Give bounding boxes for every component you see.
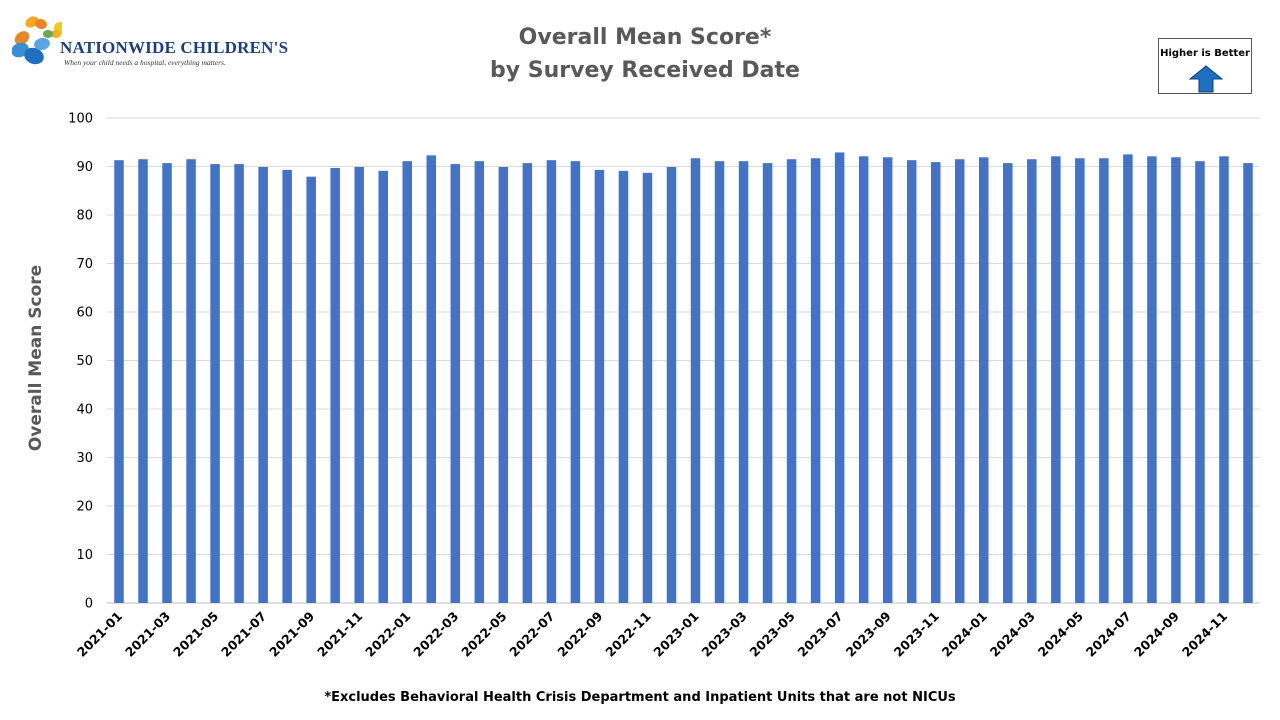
- x-tick-label: 2022-03: [410, 609, 461, 660]
- y-axis-ticks: 0 10 20 30 40 50 60 70 80 90 100: [68, 112, 93, 612]
- x-tick-label: 2022-01: [362, 609, 413, 660]
- bar-2021-04: [186, 159, 196, 603]
- bar-2024-07: [1123, 154, 1133, 604]
- chart-subtitle: by Survey Received Date: [490, 58, 800, 83]
- x-tick-label: 2021-11: [314, 609, 365, 660]
- y-tick-label: 100: [68, 112, 93, 127]
- nationwide-childrens-logo: NATIONWIDE CHILDREN'S When your child ne…: [12, 14, 288, 74]
- logo-name: NATIONWIDE CHILDREN'S: [60, 38, 289, 57]
- y-tick-label: 0: [85, 597, 93, 612]
- bar-2022-12: [666, 166, 677, 604]
- x-tick-label: 2021-01: [74, 609, 125, 660]
- bar-2021-10: [330, 167, 340, 603]
- y-tick-label: 10: [76, 548, 93, 563]
- bar-2024-04: [1051, 156, 1061, 603]
- y-tick-label: 90: [76, 160, 93, 175]
- bar-2023-10: [906, 160, 917, 603]
- bar-2023-11: [930, 162, 941, 603]
- bar-2023-01: [690, 158, 701, 603]
- bar-2022-10: [618, 170, 629, 603]
- bar-2021-12: [378, 170, 388, 603]
- chart-title: Overall Mean Score*: [518, 25, 772, 50]
- bar-2023-07: [834, 152, 845, 603]
- bar-2022-08: [570, 161, 581, 604]
- bar-2024-06: [1099, 158, 1109, 603]
- bar-2023-12: [954, 159, 965, 603]
- y-tick-label: 70: [76, 257, 93, 272]
- y-tick-label: 80: [76, 209, 93, 224]
- bar-2024-08: [1147, 156, 1157, 603]
- logo-tagline: When your child needs a hospital, everyt…: [64, 58, 226, 67]
- bar-2022-05: [498, 166, 509, 604]
- y-tick-label: 60: [76, 306, 93, 321]
- x-tick-label: 2021-07: [218, 609, 269, 660]
- x-axis-ticks: 2021-012021-032021-052021-072021-092021-…: [74, 609, 1230, 660]
- bar-2022-01: [402, 161, 413, 604]
- x-tick-label: 2023-05: [747, 609, 798, 660]
- bar-2022-07: [546, 160, 557, 603]
- higher-is-better-badge: Higher is Better: [1158, 38, 1252, 94]
- bar-2021-08: [282, 169, 292, 603]
- butterfly-logo-icon: [12, 16, 62, 65]
- bar-2022-06: [522, 163, 533, 603]
- x-tick-label: 2024-05: [1035, 609, 1086, 660]
- bar-2024-10: [1195, 161, 1205, 604]
- x-tick-label: 2024-11: [1179, 609, 1230, 660]
- bar-2021-09: [306, 176, 316, 603]
- bar-2023-04: [762, 163, 773, 603]
- bar-2024-02: [1003, 163, 1013, 603]
- bar-2023-05: [786, 159, 797, 603]
- bars: [114, 152, 1253, 604]
- y-tick-label: 20: [76, 500, 93, 515]
- badge-label: Higher is Better: [1160, 48, 1250, 59]
- x-tick-label: 2021-05: [170, 609, 221, 660]
- x-tick-label: 2023-03: [698, 609, 749, 660]
- bar-2024-11: [1219, 156, 1229, 603]
- footnote: *Excludes Behavioral Health Crisis Depar…: [324, 690, 956, 705]
- bar-2022-09: [594, 169, 605, 603]
- bar-2021-05: [210, 164, 220, 603]
- bar-2022-11: [642, 172, 653, 603]
- y-tick-label: 30: [76, 451, 93, 466]
- bar-2022-03: [450, 164, 461, 603]
- bar-2022-02: [426, 155, 437, 603]
- bar-2024-05: [1075, 158, 1085, 603]
- bar-2023-02: [714, 161, 725, 604]
- bar-2023-08: [858, 156, 869, 603]
- bar-2024-09: [1171, 157, 1181, 603]
- bar-2021-03: [162, 163, 172, 603]
- x-tick-label: 2023-09: [843, 609, 894, 660]
- bar-2023-06: [810, 158, 821, 603]
- up-arrow-icon: [1189, 65, 1223, 93]
- y-tick-label: 50: [76, 354, 93, 369]
- x-tick-label: 2023-07: [795, 609, 846, 660]
- x-tick-label: 2021-09: [266, 609, 317, 660]
- bar-2024-03: [1027, 159, 1037, 603]
- gridlines: [107, 117, 1260, 604]
- bar-2021-11: [354, 166, 364, 604]
- x-tick-label: 2022-09: [554, 609, 605, 660]
- bar-2021-01: [114, 160, 124, 603]
- y-tick-label: 40: [76, 403, 93, 418]
- x-tick-label: 2024-01: [939, 609, 990, 660]
- x-tick-label: 2023-11: [891, 609, 942, 660]
- bar-2021-06: [234, 164, 244, 603]
- bar-2023-03: [738, 161, 749, 604]
- x-tick-label: 2024-09: [1131, 609, 1182, 660]
- bar-2021-02: [138, 159, 148, 603]
- bar-2024-01: [979, 157, 989, 603]
- x-tick-label: 2022-05: [458, 609, 509, 660]
- x-tick-label: 2023-01: [650, 609, 701, 660]
- x-tick-label: 2022-11: [602, 609, 653, 660]
- bar-2022-04: [474, 161, 485, 604]
- x-tick-label: 2021-03: [122, 609, 173, 660]
- bar-2024-12: [1243, 163, 1253, 603]
- x-tick-label: 2024-07: [1083, 609, 1134, 660]
- bar-2023-09: [882, 157, 893, 603]
- bar-2021-07: [258, 166, 268, 604]
- x-tick-label: 2024-03: [987, 609, 1038, 660]
- x-tick-label: 2022-07: [506, 609, 557, 660]
